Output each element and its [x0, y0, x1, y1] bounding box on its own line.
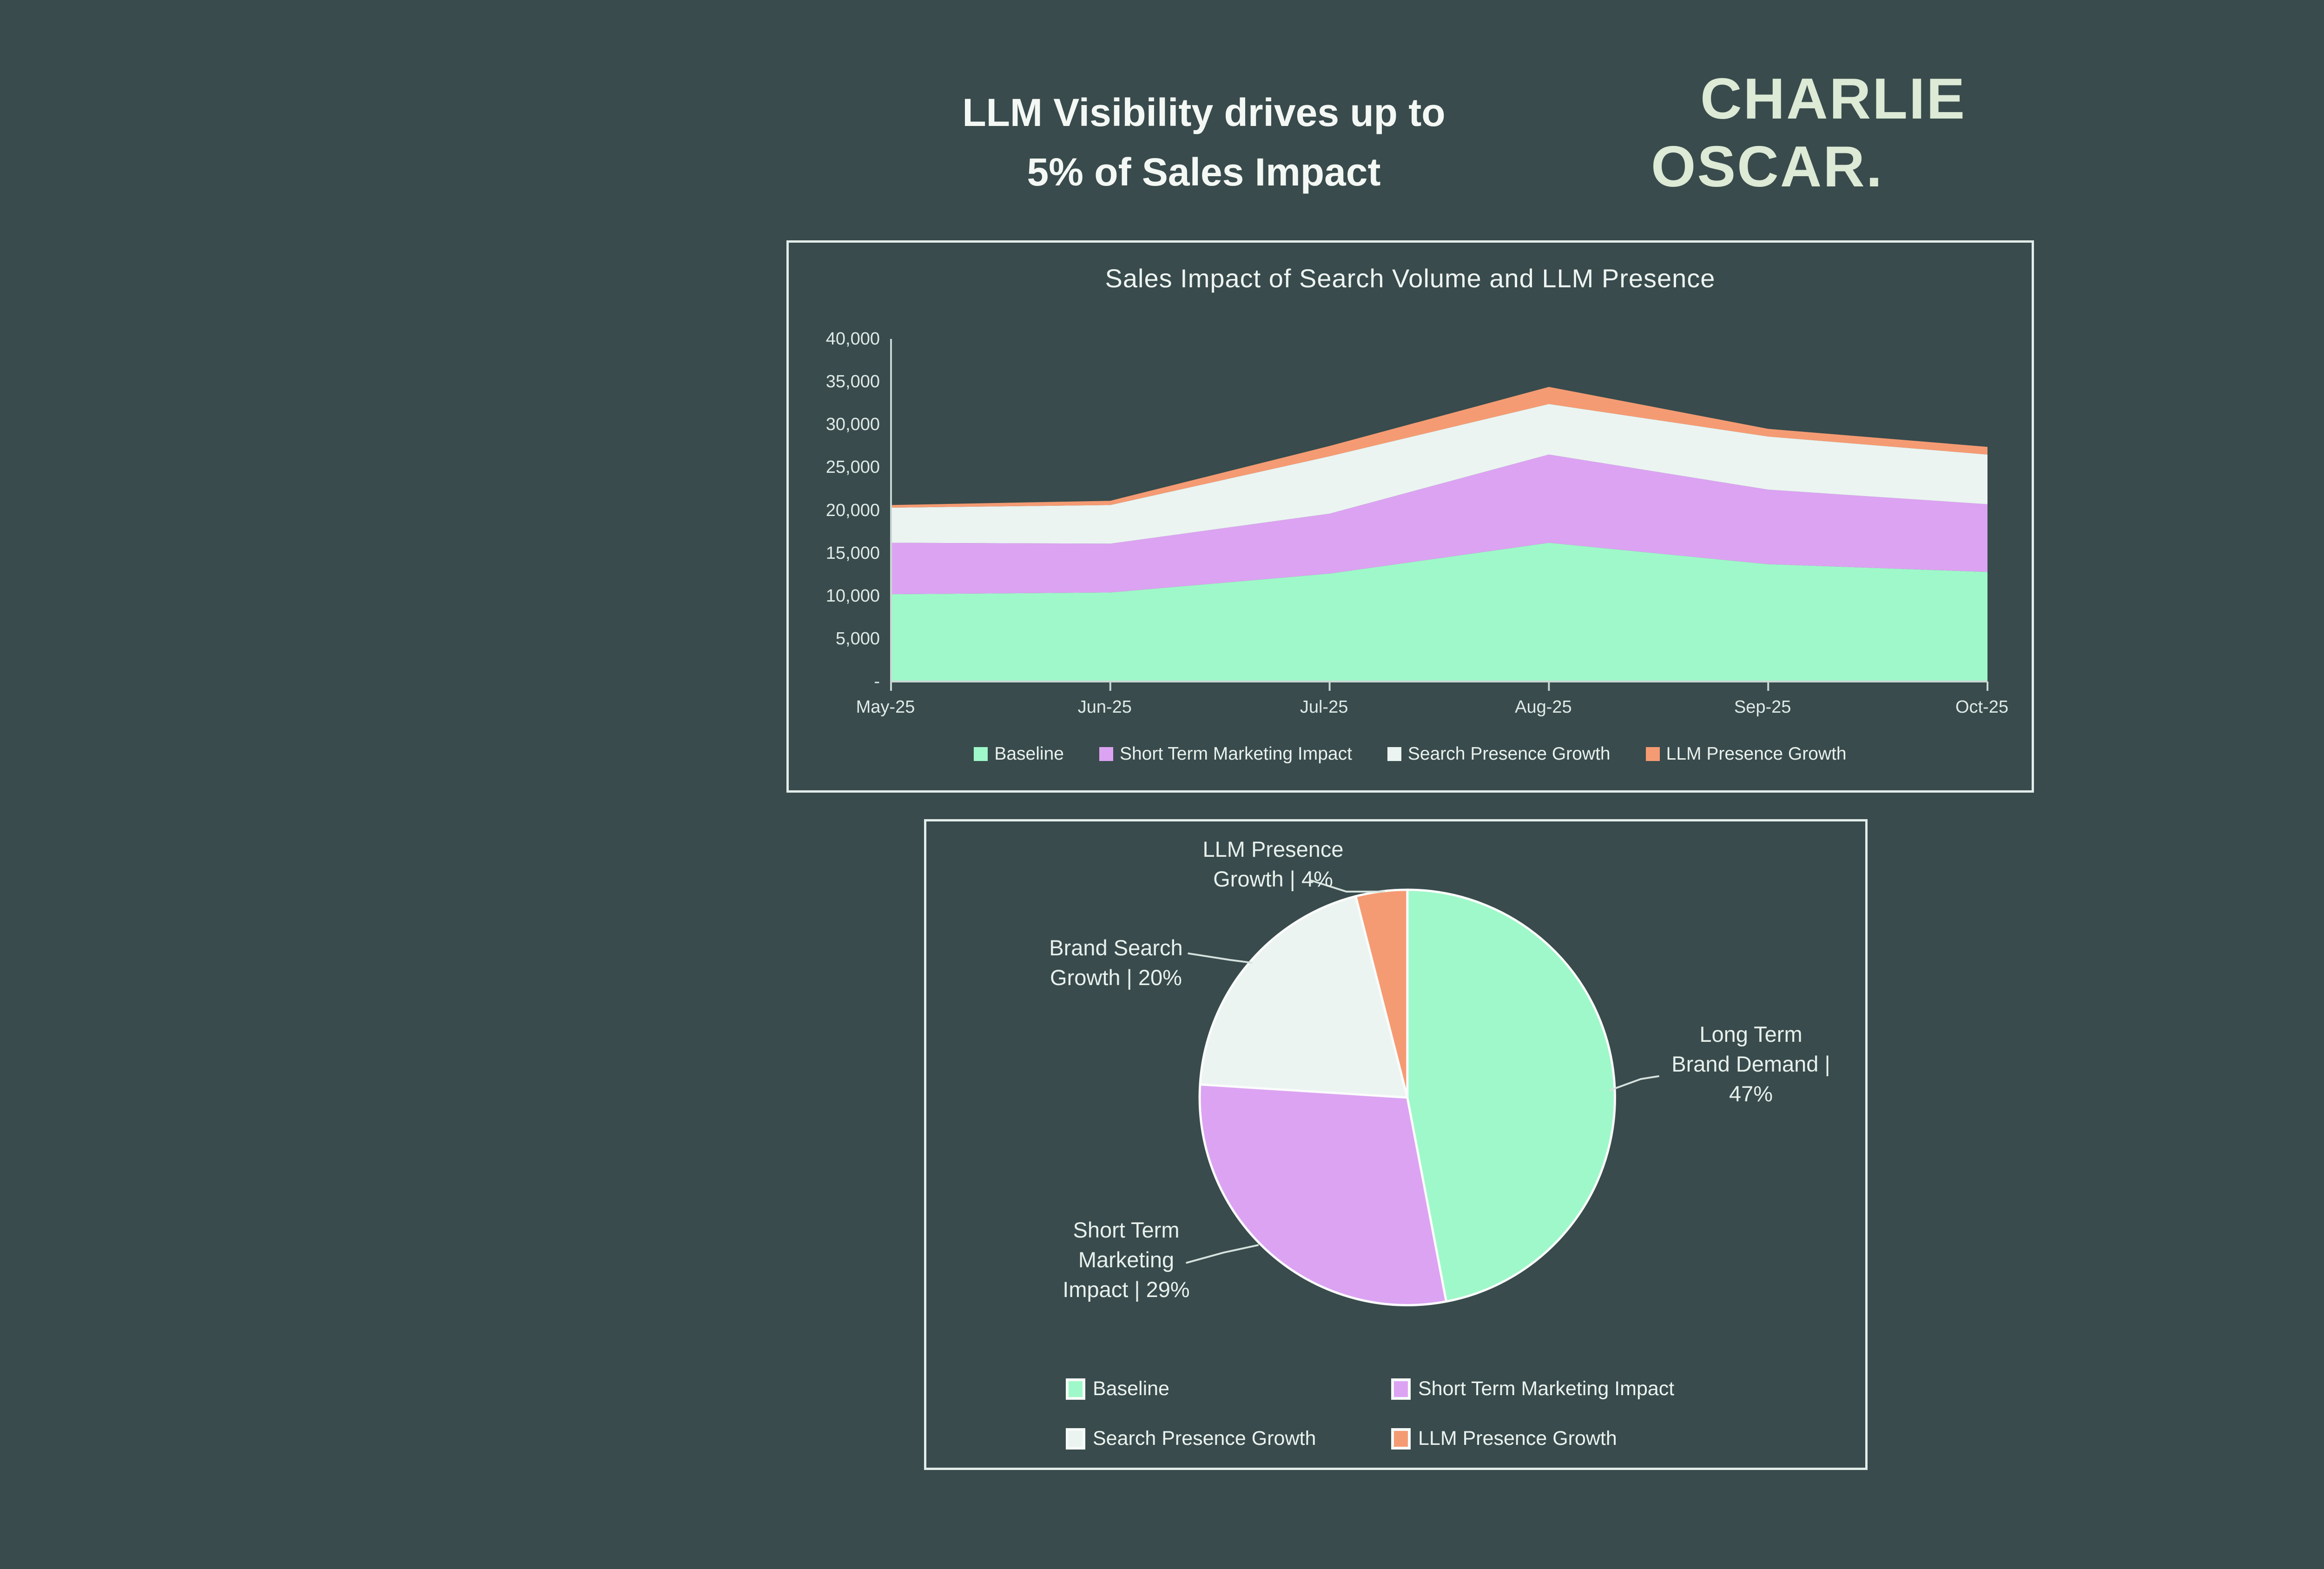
leader-line-brand-search-growth — [1188, 952, 1253, 964]
x-tick-label: Sep-25 — [1734, 697, 1791, 717]
pie-chart-legend: Baseline Short Term Marketing Impact Searc… — [1066, 1377, 1772, 1450]
y-tick-label: 5,000 — [835, 629, 880, 649]
pie-label-line: LLM Presence — [1202, 837, 1344, 861]
page-title-line2: 5% of Sales Impact — [1027, 150, 1381, 194]
pie-legend-swatch-icon — [1391, 1428, 1411, 1450]
pie-label-line: Brand Demand | — [1671, 1052, 1830, 1076]
pie-slice-long-term-brand-demand — [1406, 888, 1616, 1303]
logo-line1: CHARLIE — [1700, 67, 1967, 131]
pie-legend-label: LLM Presence Growth — [1418, 1427, 1617, 1450]
y-tick-label: 40,000 — [825, 329, 880, 349]
logo-line2: OSCAR. — [1651, 135, 1884, 199]
area-chart-title: Sales Impact of Search Volume and LLM Pr… — [1105, 264, 1716, 293]
pie-legend-item: LLM Presence Growth — [1391, 1427, 1772, 1450]
leader-line-llm-presence-growth — [1310, 880, 1386, 893]
legend-swatch-icon — [1099, 747, 1113, 761]
pie-label-line: Impact | 29% — [1063, 1277, 1190, 1302]
pie-label-line: Long Term — [1699, 1022, 1802, 1046]
pie-chart — [1186, 880, 1659, 1306]
y-tick-label: 10,000 — [825, 586, 880, 606]
legend-label: Search Presence Growth — [1407, 744, 1611, 764]
pie-label-line: Brand Search — [1049, 935, 1183, 960]
pie-label-line: Marketing — [1078, 1247, 1175, 1272]
pie-legend-swatch-icon — [1066, 1428, 1085, 1450]
x-tick-label: Jun-25 — [1077, 697, 1132, 717]
page-title-line1: LLM Visibility drives up to — [962, 91, 1446, 134]
legend-label: LLM Presence Growth — [1666, 744, 1847, 764]
pie-legend-item: Search Presence Growth — [1066, 1427, 1391, 1450]
legend-swatch-icon — [974, 747, 988, 761]
y-tick-label: 20,000 — [825, 500, 880, 520]
pie-label-llm-presence-growth: LLM Presence Growth | 4% — [1129, 834, 1417, 894]
legend-item: Baseline — [974, 744, 1064, 764]
pie-label-short-term-marketing-impact: Short Term Marketing Impact | 29% — [982, 1215, 1270, 1304]
y-tick-label: 15,000 — [825, 543, 880, 563]
pie-chart-panel: LLM Presence Growth | 4% Brand Search Growt… — [924, 819, 1868, 1470]
pie-label-long-term-brand-demand: Long Term Brand Demand | 47% — [1607, 1020, 1895, 1109]
pie-slice-short-term-marketing-impact — [1198, 1083, 1448, 1306]
pie-label-line: Growth | 4% — [1213, 867, 1333, 891]
area-chart-legend: Baseline Short Term Marketing Impact Searc… — [789, 744, 2032, 764]
pie-legend-swatch-icon — [1391, 1378, 1411, 1400]
page-title: LLM Visibility drives up to 5% of Sales … — [818, 83, 1590, 202]
x-tick-label: Oct-25 — [1955, 697, 2009, 717]
legend-swatch-icon — [1387, 747, 1401, 761]
area-chart-panel: Sales Impact of Search Volume and LLM Pr… — [786, 240, 2034, 793]
x-tick-label: May-25 — [856, 697, 915, 717]
pie-label-line: 47% — [1729, 1081, 1773, 1106]
legend-label: Short Term Marketing Impact — [1119, 744, 1352, 764]
stacked-area-chart — [890, 339, 1988, 691]
pie-legend-label: Baseline — [1093, 1377, 1169, 1400]
legend-item: Search Presence Growth — [1387, 744, 1611, 764]
pie-legend-item: Short Term Marketing Impact — [1391, 1377, 1772, 1400]
x-tick-label: Aug-25 — [1515, 697, 1572, 717]
area-series-1 — [891, 543, 1987, 682]
pie-legend-label: Search Presence Growth — [1093, 1427, 1316, 1450]
area-series-2 — [891, 454, 1987, 595]
pie-legend-swatch-icon — [1066, 1378, 1085, 1400]
leader-line-short-term-marketing-impact — [1186, 1244, 1259, 1264]
pie-label-brand-search-growth: Brand Search Growth | 20% — [972, 933, 1260, 993]
legend-swatch-icon — [1645, 747, 1660, 761]
pie-label-line: Short Term — [1073, 1218, 1180, 1242]
y-tick-label: 35,000 — [825, 372, 880, 392]
pie-label-line: Growth | 20% — [1050, 965, 1182, 990]
legend-item: LLM Presence Growth — [1645, 744, 1847, 764]
leader-line-long-term-brand-demand — [1609, 1075, 1659, 1091]
pie-legend-item: Baseline — [1066, 1377, 1391, 1400]
legend-label: Baseline — [994, 744, 1064, 764]
pie-slice-brand-search-growth — [1199, 895, 1409, 1099]
legend-item: Short Term Marketing Impact — [1099, 744, 1352, 764]
y-tick-label: - — [874, 672, 880, 691]
y-tick-label: 30,000 — [825, 415, 880, 435]
pie-legend-label: Short Term Marketing Impact — [1418, 1377, 1675, 1400]
x-tick-label: Jul-25 — [1300, 697, 1348, 717]
charlie-oscar-logo: CHARLIE OSCAR. — [1651, 65, 1966, 201]
area-series-3 — [891, 404, 1987, 544]
y-tick-label: 25,000 — [825, 457, 880, 477]
